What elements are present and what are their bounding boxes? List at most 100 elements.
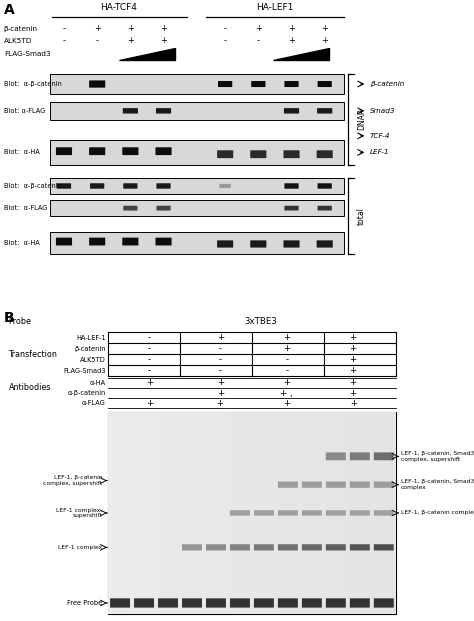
- Text: Antibodies: Antibodies: [9, 384, 51, 392]
- Text: +: +: [214, 399, 227, 407]
- Text: α-HA: α-HA: [90, 380, 106, 386]
- FancyBboxPatch shape: [372, 412, 396, 614]
- FancyBboxPatch shape: [326, 510, 346, 515]
- Text: Blot:  α-HA: Blot: α-HA: [4, 150, 39, 155]
- FancyBboxPatch shape: [228, 412, 252, 614]
- Text: LEF-1 complex: LEF-1 complex: [58, 545, 102, 550]
- Text: -: -: [148, 366, 151, 376]
- FancyBboxPatch shape: [156, 206, 171, 211]
- FancyBboxPatch shape: [374, 544, 394, 550]
- Text: β-catenin: β-catenin: [370, 81, 404, 87]
- Text: +: +: [321, 36, 328, 45]
- FancyBboxPatch shape: [206, 598, 226, 607]
- FancyBboxPatch shape: [182, 544, 202, 550]
- Text: 3xTBE3: 3xTBE3: [244, 317, 277, 326]
- Text: LEF-1 complex,
supershift: LEF-1 complex, supershift: [56, 507, 102, 519]
- Text: β-catenin: β-catenin: [74, 346, 106, 352]
- FancyBboxPatch shape: [230, 544, 250, 550]
- Text: -: -: [285, 355, 288, 365]
- Text: +: +: [349, 366, 357, 376]
- FancyBboxPatch shape: [283, 240, 300, 248]
- FancyBboxPatch shape: [50, 102, 344, 120]
- FancyBboxPatch shape: [57, 183, 71, 189]
- Text: +: +: [349, 355, 357, 365]
- FancyBboxPatch shape: [123, 108, 138, 114]
- FancyBboxPatch shape: [90, 183, 104, 189]
- Text: ALK5TD: ALK5TD: [4, 38, 32, 43]
- Text: -: -: [219, 366, 222, 376]
- FancyBboxPatch shape: [324, 412, 348, 614]
- Text: +: +: [160, 24, 167, 33]
- FancyBboxPatch shape: [317, 150, 333, 158]
- FancyBboxPatch shape: [302, 481, 322, 487]
- FancyBboxPatch shape: [134, 598, 154, 607]
- Text: -: -: [96, 36, 99, 45]
- FancyBboxPatch shape: [50, 178, 344, 194]
- Text: DNAP: DNAP: [357, 109, 366, 130]
- FancyBboxPatch shape: [122, 238, 138, 245]
- FancyBboxPatch shape: [250, 150, 266, 158]
- FancyBboxPatch shape: [89, 80, 105, 88]
- Text: -: -: [224, 24, 227, 33]
- Text: +: +: [349, 389, 357, 397]
- FancyBboxPatch shape: [374, 510, 394, 515]
- Text: +: +: [288, 24, 295, 33]
- FancyBboxPatch shape: [374, 452, 394, 460]
- FancyBboxPatch shape: [230, 598, 250, 607]
- Text: +: +: [283, 345, 291, 353]
- Text: -: -: [148, 333, 151, 342]
- Text: +: +: [321, 24, 328, 33]
- FancyBboxPatch shape: [56, 238, 72, 245]
- Text: -: -: [257, 36, 260, 45]
- Text: +: +: [349, 333, 357, 342]
- FancyBboxPatch shape: [350, 510, 370, 515]
- Text: +: +: [283, 378, 291, 388]
- Text: +: +: [127, 24, 134, 33]
- FancyBboxPatch shape: [122, 147, 138, 155]
- Text: +: +: [94, 24, 100, 33]
- Text: B: B: [4, 311, 14, 325]
- FancyBboxPatch shape: [350, 452, 370, 460]
- Text: A: A: [4, 3, 15, 17]
- Text: Blot:  α-β-catenin: Blot: α-β-catenin: [4, 81, 62, 87]
- Text: +: +: [283, 399, 291, 407]
- Text: +: +: [255, 24, 262, 33]
- Text: +: +: [288, 36, 295, 45]
- FancyBboxPatch shape: [230, 510, 250, 515]
- Text: HA-TCF4: HA-TCF4: [100, 3, 137, 12]
- FancyBboxPatch shape: [278, 510, 298, 515]
- Text: -: -: [148, 355, 151, 365]
- FancyBboxPatch shape: [108, 412, 132, 614]
- Text: LEF-1: LEF-1: [370, 150, 389, 155]
- Text: -: -: [148, 345, 151, 353]
- FancyBboxPatch shape: [276, 412, 300, 614]
- FancyBboxPatch shape: [278, 544, 298, 550]
- FancyBboxPatch shape: [278, 598, 298, 607]
- Text: -: -: [285, 366, 288, 376]
- Text: LEF-1, β-catenin
complex, supershift: LEF-1, β-catenin complex, supershift: [43, 475, 102, 486]
- FancyBboxPatch shape: [156, 412, 180, 614]
- FancyBboxPatch shape: [123, 183, 137, 189]
- FancyBboxPatch shape: [182, 598, 202, 607]
- Text: total: total: [357, 207, 366, 225]
- FancyBboxPatch shape: [180, 412, 204, 614]
- FancyBboxPatch shape: [89, 238, 105, 245]
- FancyBboxPatch shape: [250, 240, 266, 248]
- FancyBboxPatch shape: [300, 412, 324, 614]
- Text: +: +: [217, 333, 224, 342]
- FancyBboxPatch shape: [155, 238, 172, 245]
- FancyBboxPatch shape: [156, 108, 171, 114]
- FancyBboxPatch shape: [284, 183, 299, 189]
- FancyBboxPatch shape: [284, 81, 299, 87]
- Text: +: +: [283, 333, 291, 342]
- Text: -: -: [224, 36, 227, 45]
- FancyBboxPatch shape: [132, 412, 156, 614]
- FancyBboxPatch shape: [110, 598, 130, 607]
- Text: -: -: [63, 24, 65, 33]
- FancyBboxPatch shape: [318, 81, 332, 87]
- FancyBboxPatch shape: [350, 544, 370, 550]
- Text: LEF-1, β-catenin, Smad3
complex: LEF-1, β-catenin, Smad3 complex: [401, 479, 474, 490]
- FancyBboxPatch shape: [326, 452, 346, 460]
- Text: -: -: [63, 36, 65, 45]
- FancyBboxPatch shape: [108, 332, 396, 376]
